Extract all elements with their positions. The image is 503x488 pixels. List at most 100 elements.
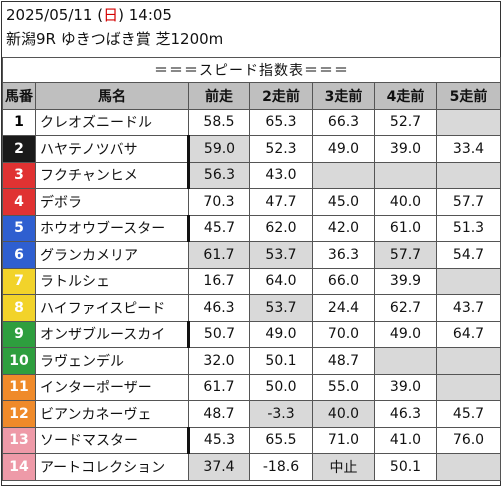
speed-index-cell: 70.3: [188, 188, 250, 216]
dow-close: ): [118, 6, 129, 24]
speed-index-cell: -18.6: [249, 453, 313, 481]
horse-number-cell: 13: [2, 426, 36, 454]
speed-index-cell: 61.7: [188, 373, 250, 401]
speed-index-cell: 65.3: [249, 108, 313, 136]
horse-name-cell: フクチャンヒメ: [35, 161, 190, 189]
table-row: 11 インターポーザー 61.7 50.0 55.0 39.0: [2, 373, 501, 401]
speed-index-cell: 48.7: [188, 400, 250, 428]
speed-index-cell: 40.0: [374, 188, 437, 216]
speed-index-cell: 58.5: [188, 108, 250, 136]
speed-index-cell: 39.0: [374, 135, 437, 163]
table-row: 9 オンザブルースカイ 50.7 49.0 70.0 49.0 64.7: [2, 320, 501, 348]
speed-index-cell: [312, 161, 375, 189]
table-row: 2 ハヤテノツバサ 59.0 52.3 49.0 39.0 33.4: [2, 135, 501, 163]
horse-name-cell: ビアンカネーヴェ: [35, 400, 189, 428]
speed-index-cell: 40.0: [312, 400, 375, 428]
horse-number-cell: 10: [2, 347, 36, 375]
speed-index-cell: 64.0: [249, 267, 313, 295]
speed-index-cell: 49.0: [374, 320, 437, 348]
table-row: 7 ラトルシェ 16.7 64.0 66.0 39.9: [2, 267, 501, 295]
speed-index-cell: 48.7: [312, 347, 375, 375]
col-horse-number-header: 馬番: [2, 82, 36, 110]
speed-index-cell: 70.0: [312, 320, 375, 348]
horse-number-cell: 2: [2, 135, 36, 163]
speed-index-cell: 57.7: [374, 241, 437, 269]
table-row: 1 クレオズニードル 58.5 65.3 66.3 52.7: [2, 108, 501, 136]
speed-index-cell: 50.1: [374, 453, 437, 481]
speed-index-cell: 53.7: [249, 241, 313, 269]
speed-index-cell: 52.7: [374, 108, 437, 136]
dow-open: (: [92, 6, 104, 24]
horse-number-cell: 5: [2, 214, 36, 242]
speed-index-cell: [436, 373, 501, 401]
speed-index-cell: [436, 108, 501, 136]
speed-index-cell: 53.7: [249, 294, 313, 322]
speed-index-cell: [436, 161, 501, 189]
speed-index-cell: 32.0: [188, 347, 250, 375]
horse-number-cell: 3: [2, 161, 36, 189]
col-3-races-ago-header: 3走前: [312, 82, 375, 110]
col-4-races-ago-header: 4走前: [374, 82, 437, 110]
race-name: 新潟9R ゆきつばき賞 芝1200m: [6, 30, 224, 48]
horse-number-cell: 4: [2, 188, 36, 216]
speed-index-cell: 43.0: [249, 161, 313, 189]
table-header-row: 馬番 馬名 前走 2走前 3走前 4走前 5走前: [2, 82, 501, 110]
table-row: 5 ホウオウブースター 45.7 62.0 42.0 61.0 51.3: [2, 214, 501, 242]
horse-name-cell: ホウオウブースター: [35, 214, 190, 242]
speed-index-cell: 46.3: [188, 294, 250, 322]
speed-index-cell: 43.7: [436, 294, 501, 322]
speed-index-cell: 46.3: [374, 400, 437, 428]
speed-index-cell: 41.0: [374, 426, 437, 454]
speed-index-cell: 65.5: [249, 426, 313, 454]
horse-number-cell: 11: [2, 373, 36, 401]
speed-index-cell: 50.7: [188, 320, 250, 348]
table-row: 13 ソードマスター 45.3 65.5 71.0 41.0 76.0: [2, 426, 501, 454]
horse-number-cell: 1: [2, 108, 36, 136]
speed-index-cell: 49.0: [312, 135, 375, 163]
speed-index-cell: 61.7: [188, 241, 250, 269]
horse-name-cell: デボラ: [35, 188, 189, 216]
speed-index-cell: 66.0: [312, 267, 375, 295]
horse-name-cell: ハヤテノツバサ: [35, 135, 190, 163]
table-row: 8 ハイファイスピード 46.3 53.7 24.4 62.7 43.7: [2, 294, 501, 322]
horse-name-cell: インターポーザー: [35, 373, 189, 401]
speed-index-cell: [374, 347, 437, 375]
speed-index-cell: 62.0: [249, 214, 313, 242]
speed-index-cell: [436, 453, 501, 481]
horse-number-cell: 6: [2, 241, 36, 269]
speed-index-cell: 36.3: [312, 241, 375, 269]
speed-index-cell: 42.0: [312, 214, 375, 242]
speed-index-cell: 16.7: [188, 267, 250, 295]
horse-name-cell: ラトルシェ: [35, 267, 189, 295]
horse-name-cell: ソードマスター: [35, 426, 190, 454]
horse-name-cell: ラヴェンデル: [35, 347, 189, 375]
col-horse-name-header: 馬名: [35, 82, 189, 110]
speed-index-cell: 45.7: [188, 214, 250, 242]
speed-index-cell: 中止: [312, 453, 375, 481]
speed-index-cell: 59.0: [188, 135, 250, 163]
horse-name-cell: クレオズニードル: [35, 108, 189, 136]
speed-index-cell: -3.3: [249, 400, 313, 428]
speed-index-cell: 71.0: [312, 426, 375, 454]
speed-index-cell: 66.3: [312, 108, 375, 136]
race-datetime: 2025/05/11 (日) 14:05: [6, 5, 172, 25]
table-row: 6 グランカメリア 61.7 53.7 36.3 57.7 54.7: [2, 241, 501, 269]
table-row: 10 ラヴェンデル 32.0 50.1 48.7: [2, 347, 501, 375]
speed-index-cell: 62.7: [374, 294, 437, 322]
speed-index-cell: 39.0: [374, 373, 437, 401]
horse-number-cell: 7: [2, 267, 36, 295]
speed-index-cell: [436, 267, 501, 295]
table-row: 4 デボラ 70.3 47.7 45.0 40.0 57.7: [2, 188, 501, 216]
horse-number-cell: 12: [2, 400, 36, 428]
speed-index-cell: 45.0: [312, 188, 375, 216]
col-2-races-ago-header: 2走前: [249, 82, 313, 110]
speed-index-cell: 56.3: [188, 161, 250, 189]
speed-index-cell: 50.1: [249, 347, 313, 375]
speed-index-cell: 45.7: [436, 400, 501, 428]
speed-index-cell: 54.7: [436, 241, 501, 269]
speed-index-cell: 57.7: [436, 188, 501, 216]
speed-index-cell: [374, 161, 437, 189]
speed-index-cell: 51.3: [436, 214, 501, 242]
col-last-race-header: 前走: [188, 82, 250, 110]
